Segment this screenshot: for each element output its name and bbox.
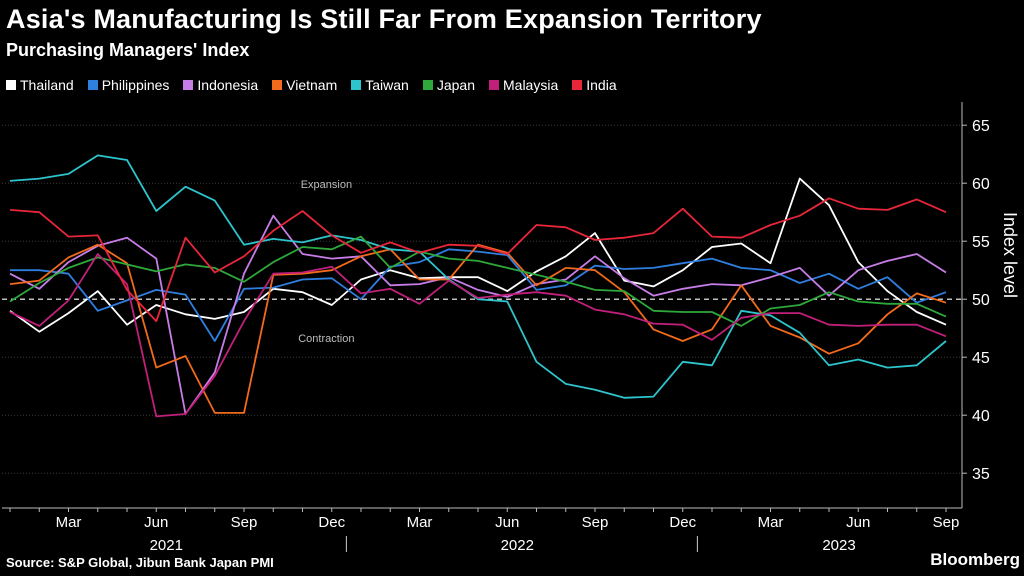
x-tick-label: Sep bbox=[582, 514, 609, 531]
year-label: 2021 bbox=[150, 537, 183, 554]
x-tick-label: Dec bbox=[318, 514, 345, 531]
x-tick-label: Jun bbox=[495, 514, 519, 531]
y-tick-label: 55 bbox=[972, 234, 990, 251]
legend-item-taiwan: Taiwan bbox=[351, 77, 409, 93]
legend-swatch bbox=[422, 80, 433, 90]
legend-item-vietnam: Vietnam bbox=[272, 77, 337, 93]
legend: Thailand Philippines Indonesia Vietnam Taiwa… bbox=[6, 77, 617, 93]
legend-swatch bbox=[572, 80, 583, 90]
y-axis-title: Index level bbox=[1000, 212, 1020, 298]
legend-swatch bbox=[87, 80, 98, 90]
series-line-india bbox=[9, 197, 947, 323]
legend-swatch bbox=[489, 80, 499, 90]
x-tick-label: Mar bbox=[758, 514, 784, 531]
x-tick-label: Mar bbox=[407, 514, 433, 531]
legend-label: India bbox=[586, 77, 617, 93]
x-tick-label: Dec bbox=[669, 514, 696, 531]
x-tick-label: Jun bbox=[846, 514, 870, 531]
legend-item-thailand: Thailand bbox=[6, 77, 74, 93]
y-tick-label: 50 bbox=[972, 292, 990, 309]
contraction-annotation: Contraction bbox=[298, 333, 354, 345]
source-note: Source: S&P Global, Jibun Bank Japan PMI bbox=[6, 555, 274, 570]
legend-label: Thailand bbox=[20, 77, 74, 93]
legend-swatch bbox=[272, 80, 283, 90]
legend-item-indonesia: Indonesia bbox=[183, 77, 258, 93]
series-line-philippines bbox=[10, 248, 947, 342]
chart-title: Asia's Manufacturing Is Still Far From E… bbox=[6, 4, 762, 34]
bloomberg-logo: Bloomberg bbox=[930, 550, 1020, 569]
y-tick-label: 45 bbox=[972, 350, 990, 367]
legend-item-japan: Japan bbox=[422, 77, 475, 93]
x-tick-label: Sep bbox=[231, 514, 258, 531]
year-label: 2023 bbox=[822, 537, 855, 554]
legend-label: Indonesia bbox=[197, 77, 259, 93]
y-tick-label: 60 bbox=[972, 176, 990, 193]
legend-item-india: India bbox=[572, 77, 617, 93]
legend-swatch bbox=[183, 80, 194, 90]
legend-swatch bbox=[6, 80, 16, 90]
year-label: 2022 bbox=[501, 537, 534, 554]
legend-swatch bbox=[351, 80, 362, 90]
series-line-taiwan bbox=[9, 154, 947, 399]
legend-label: Vietnam bbox=[286, 77, 338, 93]
legend-item-malaysia: Malaysia bbox=[489, 77, 558, 93]
y-tick-label: 40 bbox=[972, 408, 990, 425]
legend-label: Japan bbox=[436, 77, 475, 93]
chart-subtitle: Purchasing Managers' Index bbox=[6, 40, 250, 60]
x-tick-label: Sep bbox=[933, 514, 960, 531]
series-line-malaysia bbox=[9, 253, 947, 418]
legend-item-philippines: Philippines bbox=[87, 77, 170, 93]
legend-label: Philippines bbox=[101, 77, 170, 93]
series-line-japan bbox=[9, 235, 947, 327]
series-line-indonesia bbox=[9, 214, 947, 415]
expansion-annotation: Expansion bbox=[301, 179, 352, 191]
legend-label: Taiwan bbox=[365, 77, 409, 93]
y-tick-label: 65 bbox=[972, 118, 990, 135]
series-line-vietnam bbox=[9, 243, 947, 414]
x-tick-label: Mar bbox=[56, 514, 82, 531]
legend-label: Malaysia bbox=[503, 77, 559, 93]
x-tick-label: Jun bbox=[144, 514, 168, 531]
y-tick-label: 35 bbox=[972, 466, 990, 483]
